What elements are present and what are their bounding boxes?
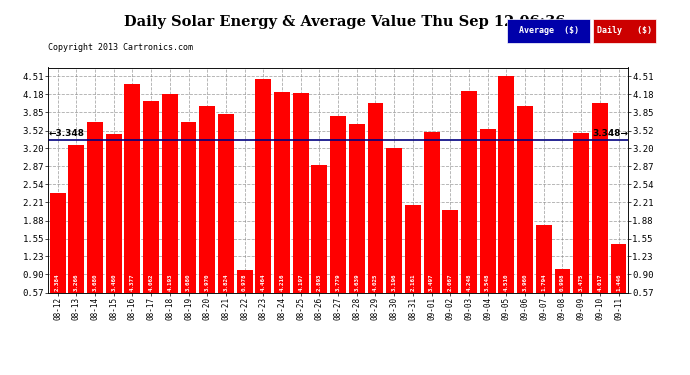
Text: Average  ($): Average ($) bbox=[519, 26, 578, 35]
Text: 4.248: 4.248 bbox=[466, 274, 471, 291]
Bar bbox=[274, 92, 290, 324]
Text: 3.639: 3.639 bbox=[354, 274, 359, 291]
Text: Daily   ($): Daily ($) bbox=[597, 26, 652, 35]
Text: 3.348→: 3.348→ bbox=[592, 129, 628, 138]
Bar bbox=[498, 76, 514, 324]
Text: 3.548: 3.548 bbox=[485, 274, 490, 291]
Text: 4.193: 4.193 bbox=[168, 274, 172, 291]
Bar bbox=[480, 129, 495, 324]
Text: 2.067: 2.067 bbox=[448, 274, 453, 291]
Bar bbox=[386, 148, 402, 324]
Text: 3.680: 3.680 bbox=[92, 274, 97, 291]
Bar bbox=[50, 193, 66, 324]
Bar bbox=[293, 93, 308, 324]
Bar bbox=[124, 84, 140, 324]
Text: 3.266: 3.266 bbox=[74, 274, 79, 291]
Text: 4.216: 4.216 bbox=[279, 274, 284, 291]
Text: 3.196: 3.196 bbox=[392, 274, 397, 291]
Text: 2.893: 2.893 bbox=[317, 274, 322, 291]
Bar bbox=[592, 104, 608, 324]
Text: Daily Solar Energy & Average Value Thu Sep 12 06:36: Daily Solar Energy & Average Value Thu S… bbox=[124, 15, 566, 29]
Text: 4.464: 4.464 bbox=[261, 274, 266, 291]
Bar bbox=[144, 101, 159, 324]
Text: 3.779: 3.779 bbox=[335, 274, 341, 291]
Bar bbox=[442, 210, 458, 324]
Text: 3.497: 3.497 bbox=[429, 274, 434, 291]
Bar bbox=[461, 91, 477, 324]
Text: 0.998: 0.998 bbox=[560, 274, 565, 291]
Text: 4.062: 4.062 bbox=[148, 274, 154, 291]
Bar bbox=[106, 134, 121, 324]
Bar bbox=[255, 79, 271, 324]
Text: 1.794: 1.794 bbox=[541, 274, 546, 291]
Text: 4.025: 4.025 bbox=[373, 274, 378, 291]
Bar bbox=[536, 225, 552, 324]
Bar bbox=[68, 144, 84, 324]
Text: 4.377: 4.377 bbox=[130, 274, 135, 291]
Text: 2.384: 2.384 bbox=[55, 274, 60, 291]
Bar bbox=[349, 124, 365, 324]
Text: ←3.348: ←3.348 bbox=[48, 129, 84, 138]
Text: 3.475: 3.475 bbox=[579, 274, 584, 291]
Bar bbox=[368, 103, 384, 324]
Bar bbox=[87, 122, 103, 324]
Text: 4.017: 4.017 bbox=[598, 274, 602, 291]
Text: 3.460: 3.460 bbox=[111, 274, 116, 291]
Bar bbox=[424, 132, 440, 324]
Text: 3.970: 3.970 bbox=[205, 274, 210, 291]
Text: 4.197: 4.197 bbox=[298, 274, 303, 291]
Bar bbox=[573, 133, 589, 324]
Bar bbox=[311, 165, 327, 324]
Text: Copyright 2013 Cartronics.com: Copyright 2013 Cartronics.com bbox=[48, 43, 193, 52]
Text: 3.680: 3.680 bbox=[186, 274, 191, 291]
Bar bbox=[181, 122, 197, 324]
Text: 3.960: 3.960 bbox=[522, 274, 528, 291]
Text: 4.510: 4.510 bbox=[504, 274, 509, 291]
Bar bbox=[405, 205, 421, 324]
Bar bbox=[517, 106, 533, 324]
Bar bbox=[330, 116, 346, 324]
Bar bbox=[218, 114, 234, 324]
Bar bbox=[237, 270, 253, 324]
Bar bbox=[199, 106, 215, 324]
Bar bbox=[162, 94, 178, 324]
Bar bbox=[555, 269, 571, 324]
Text: 2.161: 2.161 bbox=[411, 274, 415, 291]
Text: 0.978: 0.978 bbox=[242, 274, 247, 291]
Text: 1.446: 1.446 bbox=[616, 274, 621, 291]
Text: 3.824: 3.824 bbox=[224, 274, 228, 291]
Bar bbox=[611, 244, 627, 324]
